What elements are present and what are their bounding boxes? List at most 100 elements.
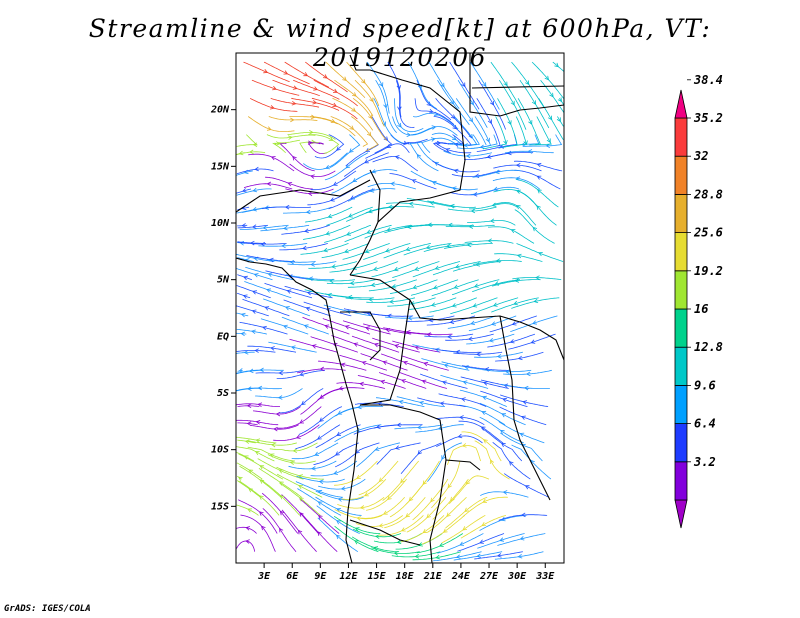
streamline-arrow	[398, 399, 404, 405]
streamline-arrow	[394, 344, 400, 349]
streamline-arrow	[356, 516, 362, 521]
streamline	[459, 404, 506, 426]
streamline-arrow	[308, 140, 313, 145]
streamline-arrow	[266, 126, 272, 131]
streamline-arrow	[462, 526, 468, 531]
streamline-arrow	[307, 191, 313, 196]
streamline-arrow	[344, 325, 350, 330]
streamline	[440, 374, 489, 389]
streamline-arrow	[365, 147, 371, 152]
streamline	[375, 79, 397, 133]
streamline	[295, 424, 341, 450]
streamline	[249, 97, 298, 112]
lat-tick-label: 5N	[217, 275, 230, 286]
streamline-arrow	[292, 155, 297, 161]
streamline	[334, 460, 378, 486]
streamline-arrow	[301, 400, 306, 406]
streamline-arrow	[324, 324, 330, 329]
streamline-arrow	[523, 385, 529, 391]
streamline	[335, 442, 380, 468]
streamline-arrow	[525, 371, 531, 377]
streamline	[432, 160, 480, 173]
streamline	[447, 206, 497, 212]
streamline-arrow	[557, 97, 562, 103]
streamline-arrow	[244, 439, 250, 444]
streamline-arrow	[329, 197, 335, 202]
streamline-arrow	[287, 135, 293, 140]
streamline-arrow	[279, 495, 285, 500]
streamline-arrow	[379, 82, 384, 88]
streamline-arrow	[325, 165, 330, 170]
streamline	[303, 152, 348, 170]
longitude-axis: 3E 6E 9E 12E 15E 18E 21E 24E 27E 30E 33E	[257, 563, 555, 582]
streamline	[416, 533, 464, 554]
streamline-arrow	[538, 252, 543, 257]
streamline-arrow	[496, 553, 502, 558]
streamline-arrow	[408, 201, 414, 207]
streamline	[311, 97, 358, 120]
streamline	[500, 432, 543, 462]
streamline-arrow	[482, 82, 487, 88]
streamline-arrow	[305, 209, 311, 215]
streamline	[313, 442, 359, 465]
streamline-arrow	[330, 118, 336, 123]
streamline	[265, 176, 313, 190]
streamline-arrow	[533, 298, 539, 304]
streamline-arrow	[357, 404, 362, 410]
streamline	[400, 515, 445, 543]
streamline-arrow	[368, 114, 373, 120]
colorbar-segment	[674, 461, 688, 501]
streamline-arrow	[383, 103, 388, 109]
streamline-arrow	[310, 114, 316, 120]
streamline	[412, 478, 449, 521]
streamline	[373, 424, 423, 429]
colorbar-label: 32	[693, 149, 708, 163]
streamline	[287, 261, 337, 266]
streamline-arrow	[267, 272, 273, 277]
streamline	[236, 504, 259, 516]
streamline-arrow	[262, 225, 268, 230]
streamline	[515, 179, 559, 208]
streamline	[251, 79, 300, 96]
border-line	[349, 54, 466, 276]
streamline-arrow	[548, 115, 553, 121]
streamline-arrow	[407, 315, 413, 321]
streamline	[480, 491, 529, 498]
streamline	[435, 98, 473, 139]
streamline	[498, 79, 527, 130]
streamline-arrow	[369, 97, 374, 103]
streamline-arrow	[292, 448, 298, 454]
streamline	[236, 452, 255, 462]
streamline-arrow	[395, 445, 400, 450]
streamline-arrow	[252, 290, 257, 295]
streamline	[245, 266, 294, 281]
lon-tick-label: 30E	[507, 571, 527, 582]
map-frame	[235, 52, 565, 564]
border-line	[360, 404, 481, 471]
streamline	[345, 297, 395, 300]
streamline-arrow	[364, 492, 369, 497]
streamline-arrow	[344, 248, 349, 254]
streamline-arrow	[366, 229, 372, 234]
streamline-arrow	[447, 483, 452, 489]
streamline-arrow	[470, 320, 476, 326]
streamline	[310, 170, 357, 191]
streamline	[383, 243, 431, 259]
streamline-arrow	[340, 362, 346, 368]
streamline-arrow	[332, 102, 338, 107]
streamline	[329, 134, 361, 169]
streamline-arrow	[375, 534, 380, 539]
streamline-arrow	[492, 302, 498, 307]
streamline-arrow	[313, 86, 318, 91]
streamline	[300, 243, 349, 255]
streamline-arrow	[349, 280, 355, 286]
streamline-arrow	[403, 140, 409, 146]
streamline-arrow	[317, 531, 322, 536]
streamline-arrow	[422, 528, 428, 534]
streamline	[445, 333, 494, 341]
streamline-arrow	[333, 88, 338, 93]
streamline	[459, 389, 507, 407]
streamline-arrow	[312, 99, 318, 105]
streamline	[448, 475, 490, 505]
streamline-arrow	[396, 539, 402, 545]
